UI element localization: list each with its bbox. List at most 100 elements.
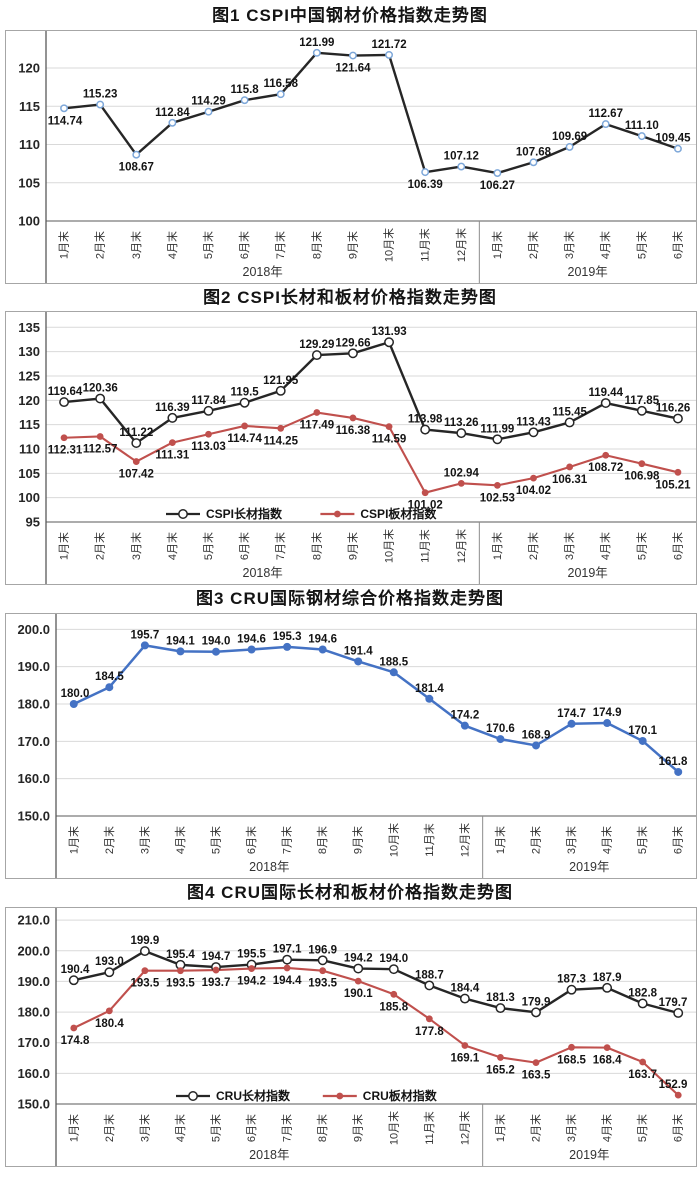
- svg-text:121.72: 121.72: [371, 39, 406, 51]
- svg-text:114.29: 114.29: [191, 95, 226, 107]
- svg-text:105: 105: [18, 466, 40, 481]
- svg-text:195.4: 195.4: [166, 949, 195, 961]
- svg-text:5月末: 5月末: [209, 1114, 223, 1142]
- svg-text:106.27: 106.27: [480, 180, 515, 192]
- svg-text:102.53: 102.53: [480, 493, 515, 505]
- svg-text:100: 100: [18, 213, 40, 228]
- svg-text:2月末: 2月末: [93, 231, 107, 259]
- svg-text:1月末: 1月末: [493, 1114, 507, 1142]
- svg-text:184.5: 184.5: [95, 671, 124, 683]
- svg-text:119.64: 119.64: [48, 386, 83, 398]
- svg-text:114.74: 114.74: [48, 115, 83, 127]
- svg-text:5月末: 5月末: [209, 826, 223, 854]
- svg-text:6月末: 6月末: [244, 1114, 258, 1142]
- svg-text:113.26: 113.26: [444, 417, 479, 429]
- svg-text:111.10: 111.10: [625, 120, 659, 132]
- svg-text:6月末: 6月末: [237, 532, 251, 560]
- svg-text:190.4: 190.4: [61, 964, 90, 976]
- svg-text:7月末: 7月末: [280, 826, 294, 854]
- svg-text:120: 120: [18, 60, 40, 75]
- svg-text:163.7: 163.7: [628, 1069, 657, 1081]
- svg-text:169.1: 169.1: [450, 1052, 479, 1064]
- svg-text:4月末: 4月末: [165, 231, 179, 259]
- svg-text:101.02: 101.02: [408, 500, 443, 512]
- svg-text:181.4: 181.4: [415, 683, 444, 695]
- svg-text:111.99: 111.99: [480, 424, 514, 436]
- svg-text:1月末: 1月末: [66, 1114, 80, 1142]
- svg-text:188.5: 188.5: [379, 656, 408, 668]
- svg-text:7月末: 7月末: [273, 231, 287, 259]
- chart-1-canvas: 100 105 110 115 120 1月末 2月末 3月末 4月末 5月末 6月末 7月末 8月末 9…: [5, 29, 697, 284]
- svg-text:2018年: 2018年: [249, 1148, 289, 1162]
- svg-text:2月末: 2月末: [102, 826, 116, 854]
- svg-text:9月末: 9月末: [351, 826, 365, 854]
- svg-text:115.8: 115.8: [231, 84, 260, 96]
- svg-text:2月末: 2月末: [529, 826, 543, 854]
- svg-text:116.39: 116.39: [155, 402, 190, 414]
- svg-text:160.0: 160.0: [17, 771, 50, 786]
- svg-text:2019年: 2019年: [569, 1148, 609, 1162]
- svg-text:174.7: 174.7: [557, 708, 586, 720]
- svg-text:117.84: 117.84: [191, 395, 226, 407]
- svg-text:9月末: 9月末: [351, 1114, 365, 1142]
- svg-text:CSPI板材指数: CSPI板材指数: [360, 506, 437, 521]
- svg-text:170.1: 170.1: [628, 725, 657, 737]
- svg-text:95: 95: [26, 515, 40, 530]
- svg-text:117.49: 117.49: [300, 420, 335, 432]
- svg-text:194.0: 194.0: [379, 953, 408, 965]
- svg-text:111.31: 111.31: [155, 450, 190, 462]
- svg-text:6月末: 6月末: [670, 532, 684, 560]
- svg-text:3月末: 3月末: [564, 1114, 578, 1142]
- svg-text:5月末: 5月末: [634, 231, 648, 259]
- svg-text:114.74: 114.74: [227, 433, 262, 445]
- svg-text:115.23: 115.23: [83, 88, 118, 100]
- svg-text:11月末: 11月末: [418, 228, 432, 261]
- svg-text:160.0: 160.0: [17, 1066, 50, 1081]
- svg-text:165.2: 165.2: [486, 1064, 515, 1076]
- svg-text:121.99: 121.99: [299, 37, 334, 49]
- svg-text:10月末: 10月末: [382, 529, 396, 563]
- chart-3-title: 图3 CRU国际钢材综合价格指数走势图: [195, 589, 504, 609]
- svg-text:190.0: 190.0: [17, 659, 50, 674]
- svg-text:1月末: 1月末: [66, 826, 80, 854]
- svg-text:194.2: 194.2: [344, 952, 373, 964]
- svg-text:10月末: 10月末: [386, 823, 400, 857]
- svg-text:112.31: 112.31: [48, 445, 83, 457]
- svg-text:193.5: 193.5: [308, 977, 337, 989]
- svg-text:152.9: 152.9: [659, 1079, 688, 1091]
- svg-text:3月末: 3月末: [564, 826, 578, 854]
- svg-text:5月末: 5月末: [634, 532, 648, 560]
- svg-text:121.95: 121.95: [263, 375, 299, 387]
- svg-text:120: 120: [18, 393, 40, 408]
- svg-text:12月末: 12月末: [454, 529, 468, 563]
- svg-text:106.31: 106.31: [552, 474, 588, 486]
- svg-text:187.3: 187.3: [557, 973, 586, 985]
- svg-text:113.98: 113.98: [408, 414, 443, 426]
- svg-text:102.94: 102.94: [444, 468, 480, 480]
- svg-text:210.0: 210.0: [17, 912, 50, 927]
- svg-text:168.4: 168.4: [593, 1054, 622, 1066]
- svg-text:125: 125: [18, 369, 40, 384]
- svg-text:7月末: 7月末: [273, 532, 287, 560]
- svg-text:199.9: 199.9: [130, 935, 159, 947]
- svg-text:8月末: 8月末: [315, 826, 329, 854]
- svg-text:10月末: 10月末: [382, 228, 396, 262]
- svg-text:CRU板材指数: CRU板材指数: [363, 1088, 438, 1103]
- svg-text:110: 110: [19, 442, 40, 457]
- svg-text:5月末: 5月末: [201, 231, 215, 259]
- chart-4-canvas: 150.0 160.0 170.0 180.0 190.0 200.0 210.0 1月末 2月…: [5, 906, 697, 1167]
- chart-3-canvas: 150.0 160.0 170.0 180.0 190.0 200.0 1月末 2月末 3月末 4…: [5, 613, 697, 880]
- svg-text:187.9: 187.9: [593, 972, 622, 984]
- svg-text:119.44: 119.44: [588, 387, 623, 399]
- svg-text:200.0: 200.0: [17, 622, 50, 637]
- svg-text:2019年: 2019年: [569, 860, 609, 874]
- svg-text:107.68: 107.68: [516, 146, 552, 158]
- svg-text:107.12: 107.12: [444, 150, 479, 162]
- svg-text:2019年: 2019年: [568, 566, 608, 580]
- svg-text:129.66: 129.66: [335, 338, 370, 350]
- svg-text:1月末: 1月末: [57, 532, 71, 560]
- svg-text:168.9: 168.9: [522, 730, 551, 742]
- svg-text:180.0: 180.0: [17, 697, 50, 712]
- svg-text:131.93: 131.93: [371, 327, 406, 339]
- svg-text:104.02: 104.02: [516, 485, 551, 497]
